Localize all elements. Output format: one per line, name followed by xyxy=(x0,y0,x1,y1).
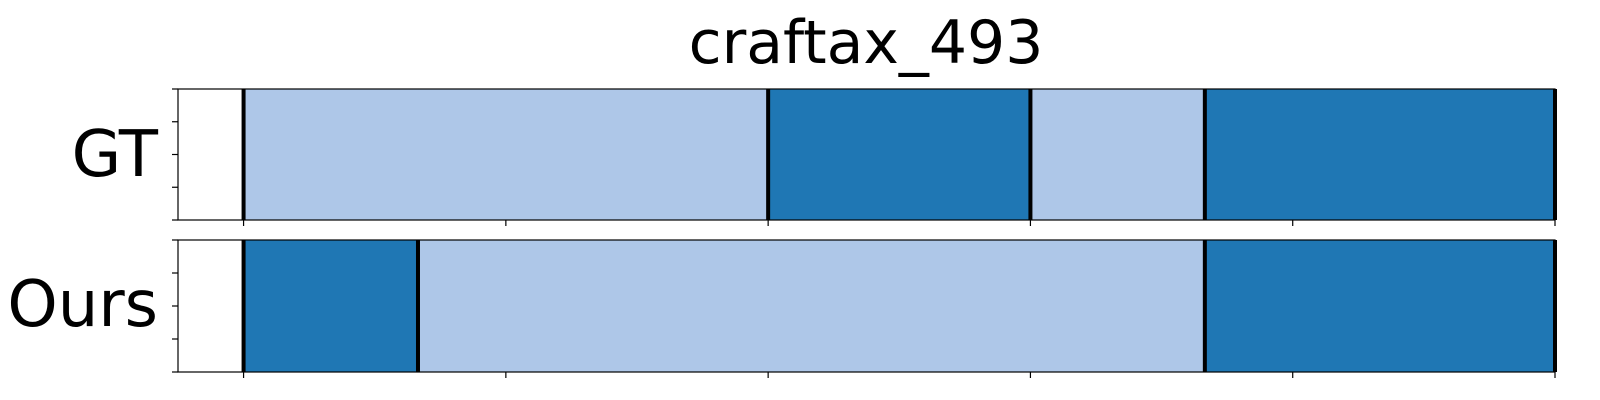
segment-gt-3 xyxy=(1204,89,1555,220)
row-label-ours: Ours xyxy=(7,268,158,342)
segment-ours-2 xyxy=(1204,240,1555,372)
segment-ours-1 xyxy=(417,240,1205,372)
segment-gt-1 xyxy=(768,89,1031,220)
row-gt: GT xyxy=(72,88,1557,226)
row-label-gt: GT xyxy=(72,118,159,192)
chart-title: craftax_493 xyxy=(689,8,1044,78)
row-ours: Ours xyxy=(7,239,1557,378)
segment-gt-2 xyxy=(1030,89,1205,220)
segment-ours-0 xyxy=(243,240,418,372)
segment-gt-0 xyxy=(243,89,769,220)
